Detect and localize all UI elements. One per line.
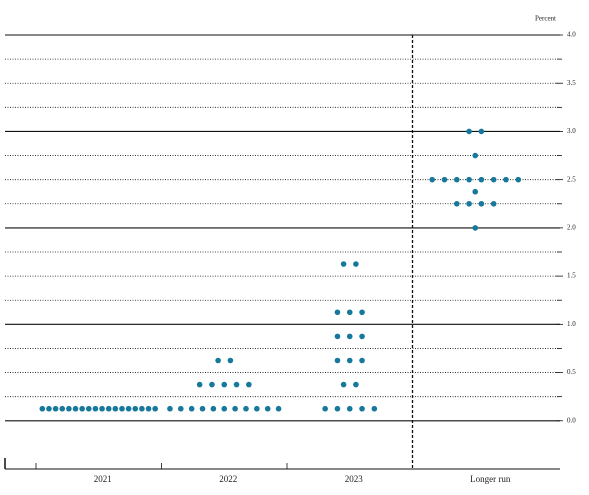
dot [210, 405, 217, 412]
dot [221, 405, 228, 412]
x-tick-label: 2023 [345, 474, 364, 484]
dot [359, 405, 365, 412]
dot [119, 405, 125, 412]
y-tick-label: 0.5 [567, 368, 576, 376]
dot [39, 405, 46, 412]
y-tick-label: 1.5 [567, 272, 576, 280]
dot [215, 357, 221, 364]
dot [472, 225, 479, 231]
dot [466, 176, 472, 183]
dot [490, 200, 497, 207]
dot [472, 188, 479, 195]
dot [227, 357, 234, 364]
dot [52, 405, 59, 412]
dot [79, 405, 85, 412]
y-tick-label: 1.0 [567, 320, 576, 328]
dot [125, 405, 132, 412]
dot [92, 405, 99, 412]
dot [112, 405, 119, 412]
x-tick-label: 2022 [219, 474, 237, 484]
dot [346, 333, 353, 340]
dot [46, 405, 52, 412]
dot [322, 405, 328, 412]
dot [454, 200, 460, 207]
y-tick-label: 2.5 [567, 175, 576, 183]
dot [346, 309, 353, 316]
dot [490, 176, 497, 183]
dot [59, 405, 66, 412]
dot [72, 405, 79, 412]
y-tick-label: 0.0 [567, 416, 576, 424]
dot [371, 405, 378, 412]
dot [441, 176, 448, 183]
dot [243, 405, 249, 412]
dot [466, 128, 472, 135]
dot [177, 405, 184, 412]
dot [275, 405, 282, 412]
dot [99, 405, 105, 412]
dot [254, 405, 260, 412]
dot [167, 405, 173, 412]
dot [340, 381, 347, 388]
dot [454, 176, 460, 183]
y-axis-label: Percent [535, 15, 556, 23]
dot [66, 405, 72, 412]
dot [246, 381, 252, 388]
dot [353, 381, 359, 388]
dot [353, 261, 359, 267]
dot [478, 176, 485, 183]
dot [233, 381, 240, 388]
dot [334, 309, 341, 316]
dot [334, 333, 341, 340]
dot [472, 152, 479, 159]
dot [359, 309, 365, 316]
dot [188, 405, 195, 412]
dot [196, 381, 203, 388]
x-tick-label: Longer run [470, 474, 511, 484]
dot [515, 176, 522, 183]
dot [139, 405, 145, 412]
dot [85, 405, 92, 412]
dot [466, 200, 472, 207]
y-tick-label: 3.5 [567, 79, 576, 87]
dot [478, 128, 485, 135]
y-tick-label: 2.0 [567, 223, 576, 231]
dot [152, 405, 158, 412]
dot [359, 357, 365, 364]
dot [264, 405, 271, 412]
dot [132, 405, 139, 412]
x-tick-label: 2021 [94, 474, 112, 484]
dot [429, 176, 436, 183]
dot [359, 333, 365, 340]
dot [346, 357, 353, 364]
dot [105, 405, 112, 412]
dot [340, 261, 347, 267]
y-tick-label: 4.0 [567, 31, 576, 39]
dot [334, 357, 341, 364]
dot [346, 405, 353, 412]
y-tick-label: 3.0 [567, 127, 576, 135]
dot [503, 176, 509, 183]
dot [232, 405, 238, 412]
dot [199, 405, 206, 412]
dot [478, 200, 485, 207]
dot [209, 381, 215, 388]
dot [145, 405, 152, 412]
dot [221, 381, 228, 388]
dot [334, 405, 341, 412]
